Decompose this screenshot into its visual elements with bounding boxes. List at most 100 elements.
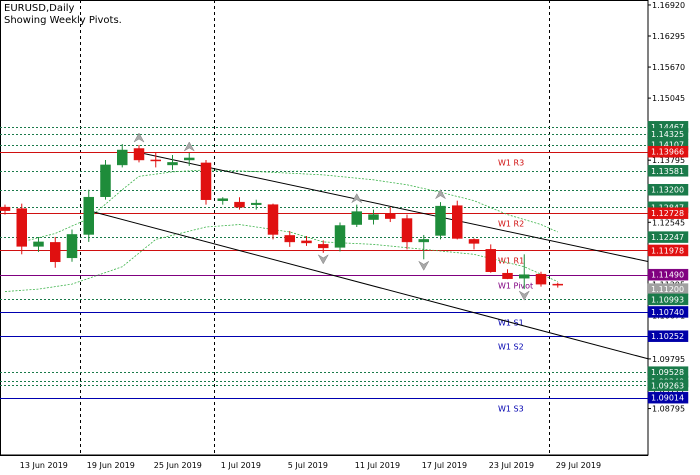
price-axis-marker [647,207,689,219]
candle-body [368,214,379,220]
candle-body [133,148,145,161]
price-axis-marker [647,145,689,158]
price-axis-label: 1.12728 [651,209,684,218]
y-tick-label: 1.16295 [652,32,685,41]
price-axis-label: 1.13200 [651,186,684,195]
lower-envelope-line [4,224,558,292]
chart-subtitle: Showing Weekly Pivots. [4,15,122,26]
price-axis-label: 1.09528 [651,368,684,377]
candle-body [66,234,78,259]
price-axis-label: 1.14467 [651,123,684,132]
x-tick-label: 25 Jun 2019 [154,461,202,470]
x-tick-label: 19 Jun 2019 [87,461,135,470]
candle-body [502,272,513,279]
fractal-arrow [183,141,195,152]
pivot-label: W1 Pivot [498,282,533,291]
fractal-arrow [317,254,329,265]
pivot-label: W1 S2 [498,343,524,352]
candle-body [167,162,178,166]
fractal-arrow [351,193,363,204]
candle-body [234,201,245,208]
price-axis-marker [647,268,689,281]
price-axis-label: 1.10993 [651,295,684,304]
candle-body [519,274,530,279]
x-tick-label: 13 Jun 2019 [20,461,68,470]
pivot-label: W1 R2 [498,220,524,229]
price-axis-label: 1.09263 [651,381,684,390]
y-tick-label: 1.15670 [652,63,685,72]
y-tick-label: 1.15045 [652,94,685,103]
candle-body [552,283,563,286]
pivot-label: W1 S1 [498,319,524,328]
price-axis-label: 1.10740 [651,308,684,317]
upper-envelope-line [21,169,558,243]
price-axis-label: 1.12247 [651,233,684,242]
x-tick-label: 5 Jul 2019 [288,461,328,470]
price-axis-marker [647,379,689,392]
price-axis-label: 1.11200 [651,285,684,294]
price-axis-marker [647,330,689,342]
candle-body [83,196,94,235]
y-tick-label: 1.12545 [652,218,685,227]
y-tick-label: 1.09795 [652,355,685,364]
candle-body [435,205,446,236]
x-tick-label: 29 Jul 2019 [556,461,601,470]
candle-body [0,206,11,211]
candle-body [184,157,195,161]
x-tick-label: 17 Jul 2019 [422,461,467,470]
price-axis-marker [647,244,689,257]
candle-body [418,239,429,243]
price-axis-label: 1.11490 [651,271,684,280]
price-axis-label: 1.11978 [651,246,684,255]
price-axis-label: 1.09014 [651,394,684,403]
candle-body [401,218,413,243]
price-axis-marker [647,183,689,196]
price-axis-marker [647,165,689,177]
price-axis-label: 1.10252 [651,332,684,341]
candle-body [50,242,61,263]
price-axis-label: 1.14107 [651,141,684,150]
candle-body [485,249,496,272]
y-tick-label: 1.13795 [652,156,685,165]
y-tick-label: 1.08795 [652,405,685,414]
price-axis-label: 1.13966 [651,148,684,157]
pivot-label: W1 R1 [498,257,524,266]
candle-body [385,213,396,219]
candle-body [284,235,295,243]
candle-body [452,205,463,239]
price-axis-label: 1.13581 [651,167,684,176]
candle-body [16,208,27,247]
fractal-arrow [418,260,430,271]
pivot-label: W1 R3 [498,159,524,168]
trend-line [138,152,649,262]
x-tick-label: 11 Jul 2019 [355,461,400,470]
price-axis-marker [647,391,689,404]
x-tick-label: 23 Jul 2019 [489,461,534,470]
candle-body [535,273,547,285]
candle-body [100,164,111,197]
price-axis-label: 1.14325 [651,130,684,139]
price-axis-marker [647,231,689,243]
candle-body [217,198,228,201]
candle-body [318,244,329,249]
candle-body [301,240,312,244]
candle-body [351,211,362,225]
x-tick-label: 1 Jul 2019 [221,461,261,470]
candle-body [117,149,128,166]
candle-body [150,159,161,162]
price-axis-marker [647,306,689,318]
candle-body [468,239,480,244]
fractal-arrow [434,189,447,200]
plot-frame [0,0,649,456]
candle-body [334,225,346,248]
fractal-arrow [133,132,145,143]
chart-symbol-label: EURUSD,Daily [4,3,75,14]
candle-body [267,204,279,235]
candle-body [200,162,212,200]
candle-body [251,202,262,205]
pivot-label: W1 S3 [498,405,524,414]
fractal-arrow [518,290,530,301]
price-axis-marker [647,293,689,306]
